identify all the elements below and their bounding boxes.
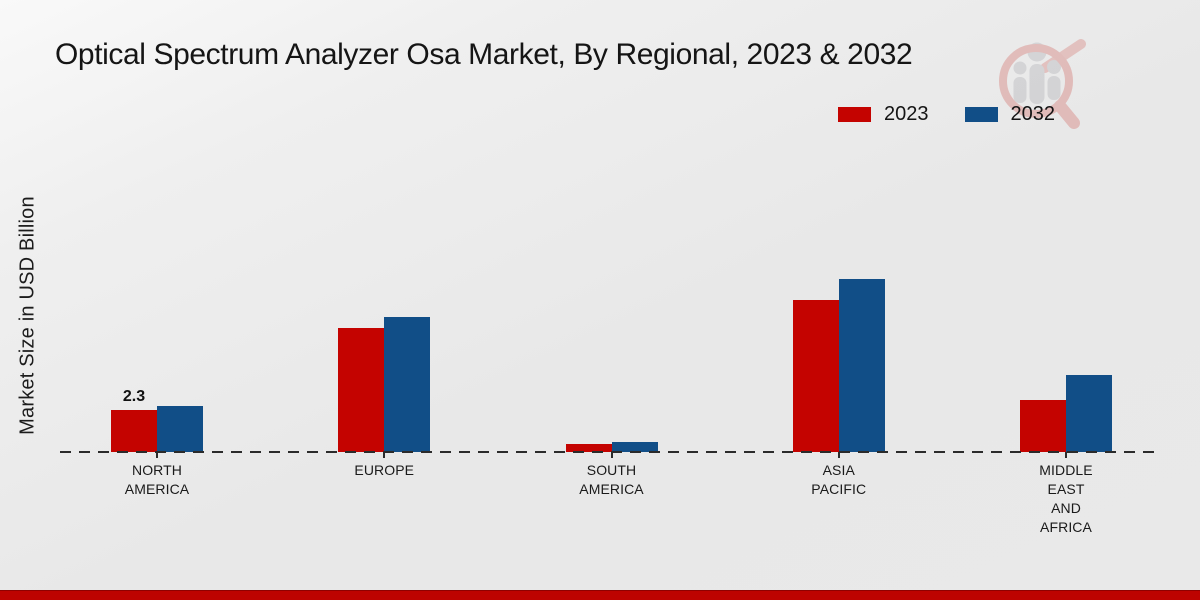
bar-2032-asia-pacific <box>838 279 885 452</box>
bar-2023-south-america <box>565 444 612 452</box>
bar-2032-europe <box>384 317 431 452</box>
legend-item-2032: 2032 <box>964 103 1056 126</box>
bar-2032-south-america <box>611 442 658 452</box>
legend-item-2023: 2023 <box>838 103 929 126</box>
category-tick <box>837 452 840 458</box>
category-label-north-america: NORTH AMERICA <box>124 462 190 497</box>
category-label-asia-pacific: ASIA PACIFIC <box>811 462 867 497</box>
legend-swatch-2032 <box>964 107 998 122</box>
category-tick <box>383 452 386 458</box>
category-tick <box>610 452 613 458</box>
category-tick <box>156 452 158 458</box>
category-label-south-america: SOUTH AMERICA <box>579 462 644 497</box>
market-research-magnifier-icon <box>999 39 1086 129</box>
legend: 2023 2032 <box>838 103 1055 126</box>
category-tick <box>1065 452 1067 458</box>
bar-2032-middle-east-and-africa <box>1066 375 1112 452</box>
legend-label-2032: 2032 <box>1010 103 1056 125</box>
category-label-europe: EUROPE <box>354 462 415 478</box>
bar-value-label: 2.3 <box>122 388 146 405</box>
legend-label-2023: 2023 <box>884 103 929 125</box>
bar-2023-asia-pacific <box>792 300 839 452</box>
chart-title: Optical Spectrum Analyzer Osa Market, By… <box>55 38 913 71</box>
category-label-middle-east-and-africa: MIDDLE EAST AND AFRICA <box>1039 462 1093 535</box>
bar-2032-north-america <box>157 406 203 452</box>
bar-2023-north-america <box>111 410 157 452</box>
bar-2023-europe <box>338 328 385 452</box>
legend-swatch-2023 <box>838 107 871 122</box>
footer-accent-strip <box>0 590 1200 600</box>
bar-2023-middle-east-and-africa <box>1020 400 1066 452</box>
